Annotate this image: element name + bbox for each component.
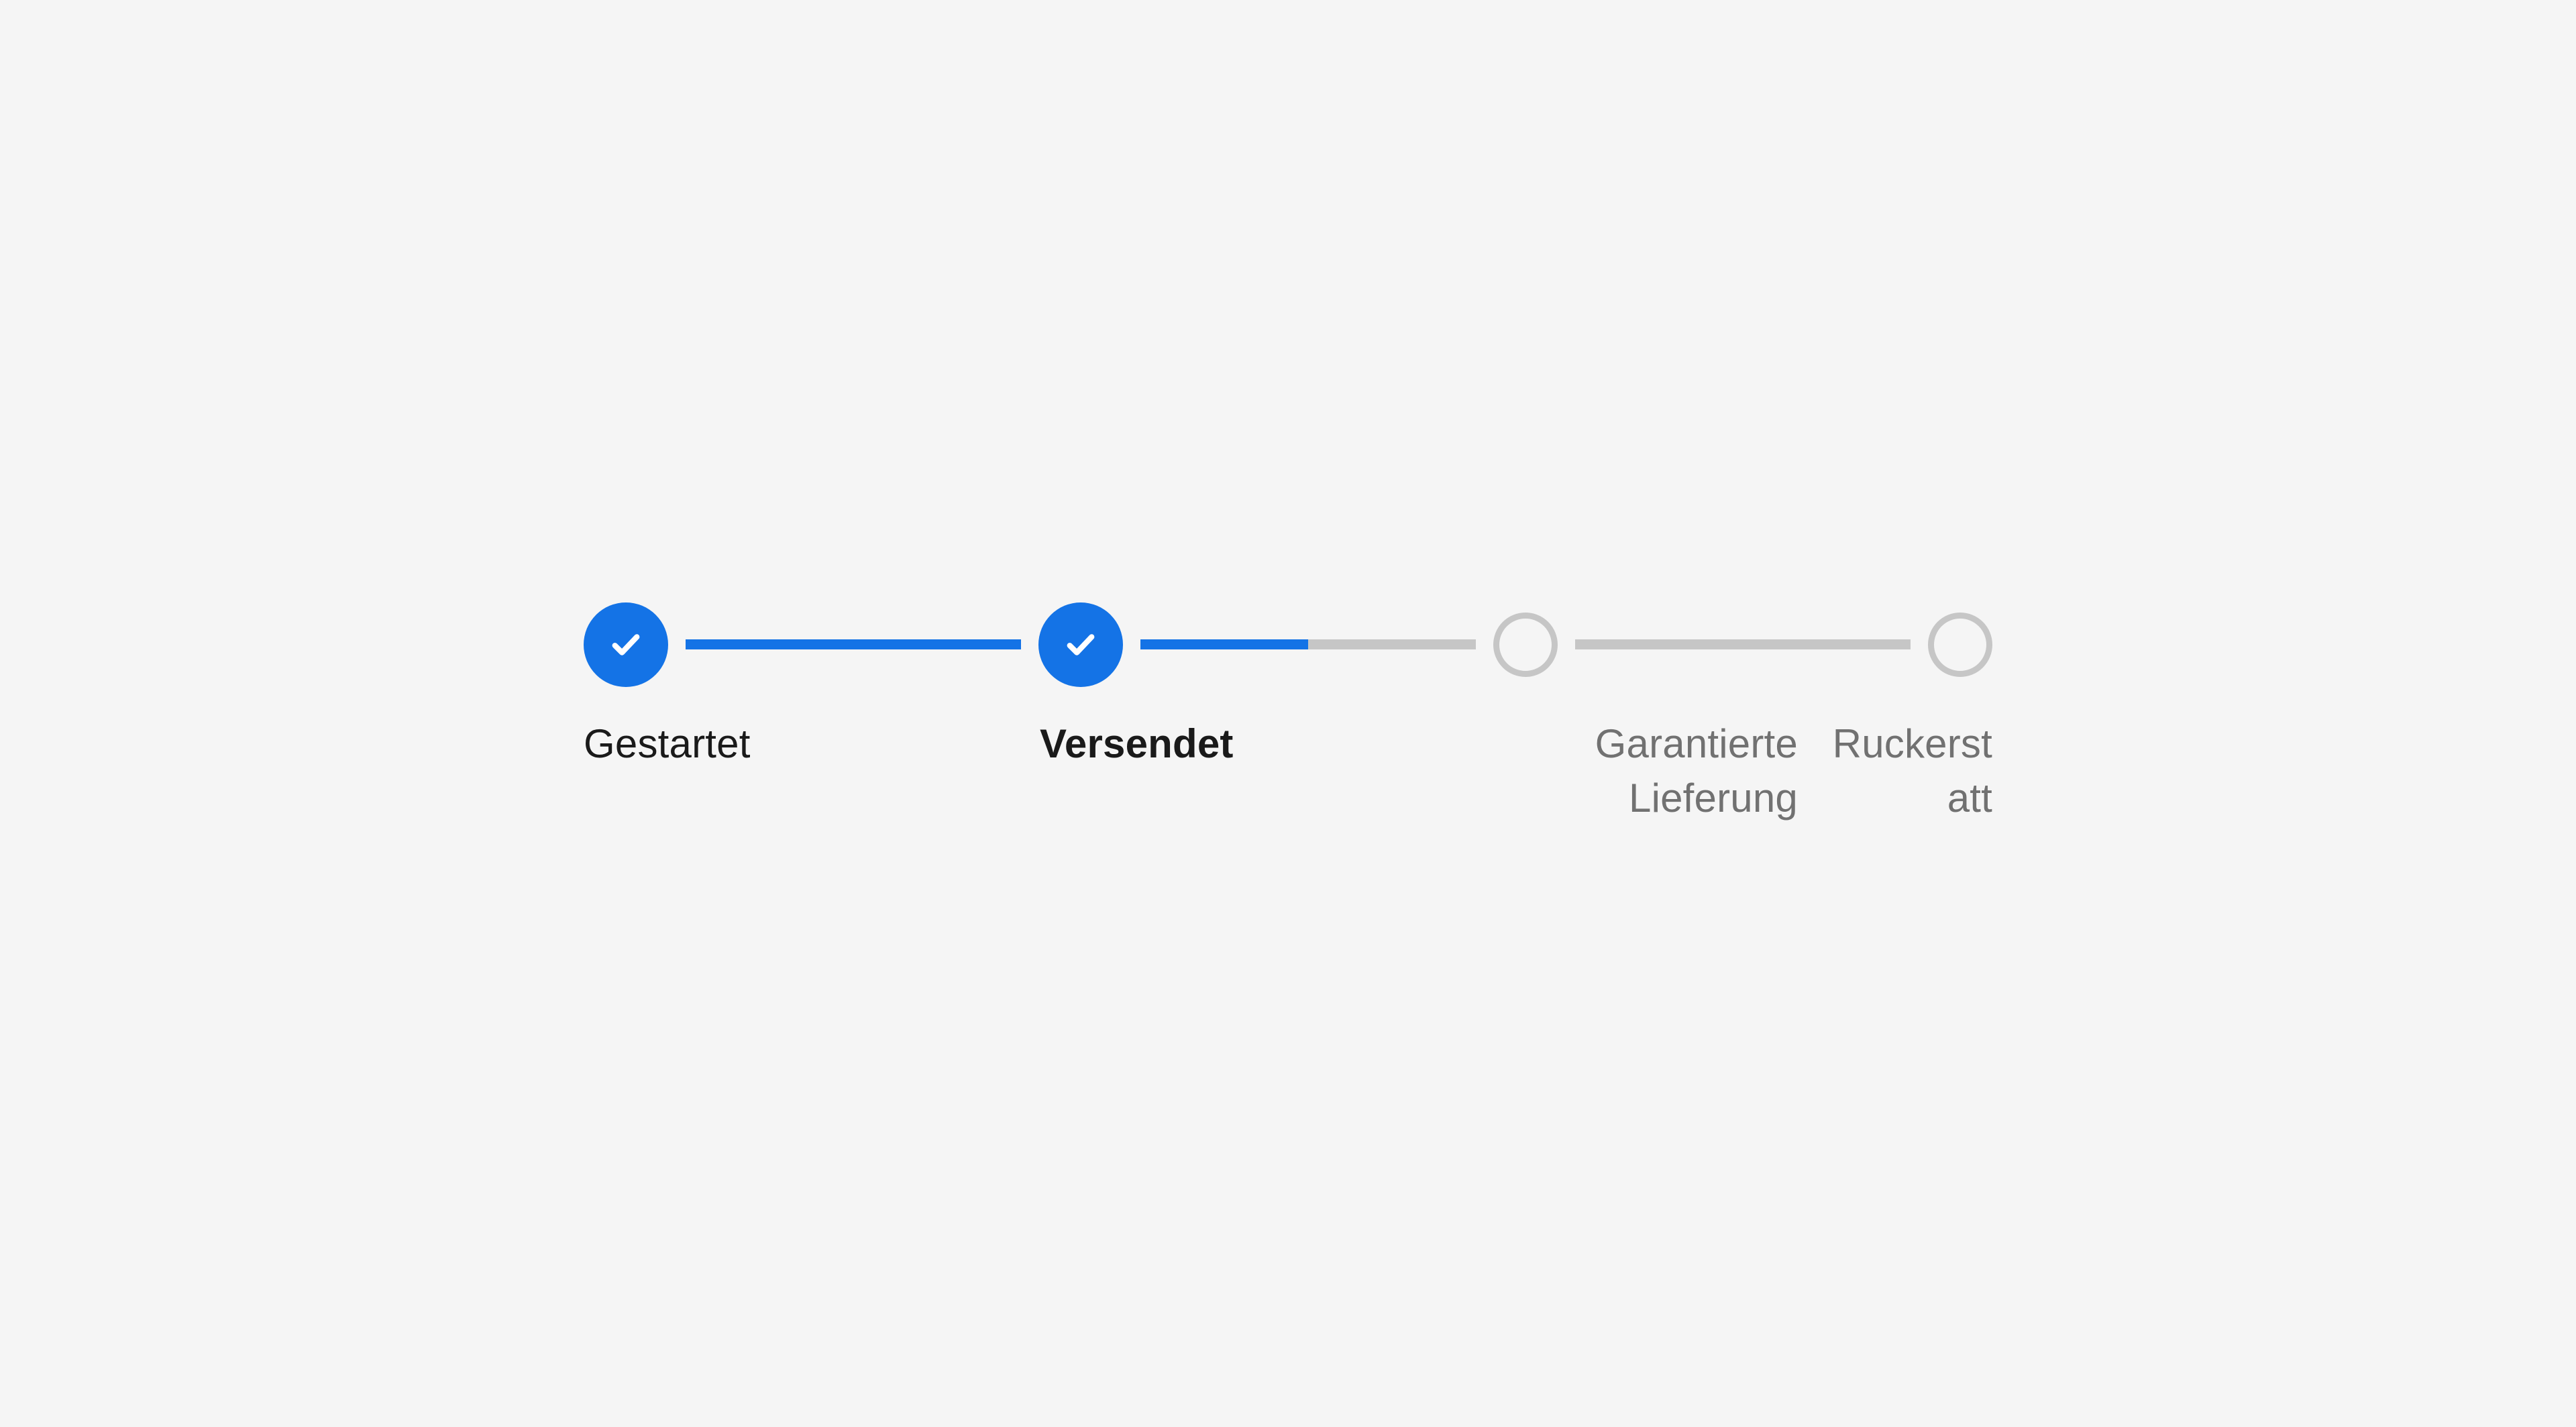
connector-2 [1140, 639, 1476, 649]
progress-stepper: Gestartet Versendet Garantierte Lieferun… [584, 602, 1992, 825]
step-label-shipped: Versendet [1040, 717, 1402, 771]
step-label-refund: Ruckerst att [1798, 717, 1992, 825]
connector-pending-segment [1308, 639, 1476, 649]
step-circle-shipped [1038, 602, 1123, 687]
step-circle-started [584, 602, 668, 687]
connector-3 [1575, 639, 1911, 649]
step-circle-refund [1928, 613, 1992, 677]
stepper-track [584, 602, 1992, 687]
step-label-started: Gestartet [584, 717, 1040, 771]
connector-completed-segment [1140, 639, 1308, 649]
check-icon [1062, 626, 1099, 664]
check-icon [607, 626, 645, 664]
stepper-labels: Gestartet Versendet Garantierte Lieferun… [584, 717, 1992, 825]
step-label-delivery: Garantierte Lieferung [1402, 717, 1798, 825]
connector-1 [686, 639, 1021, 649]
step-circle-delivery [1493, 613, 1558, 677]
